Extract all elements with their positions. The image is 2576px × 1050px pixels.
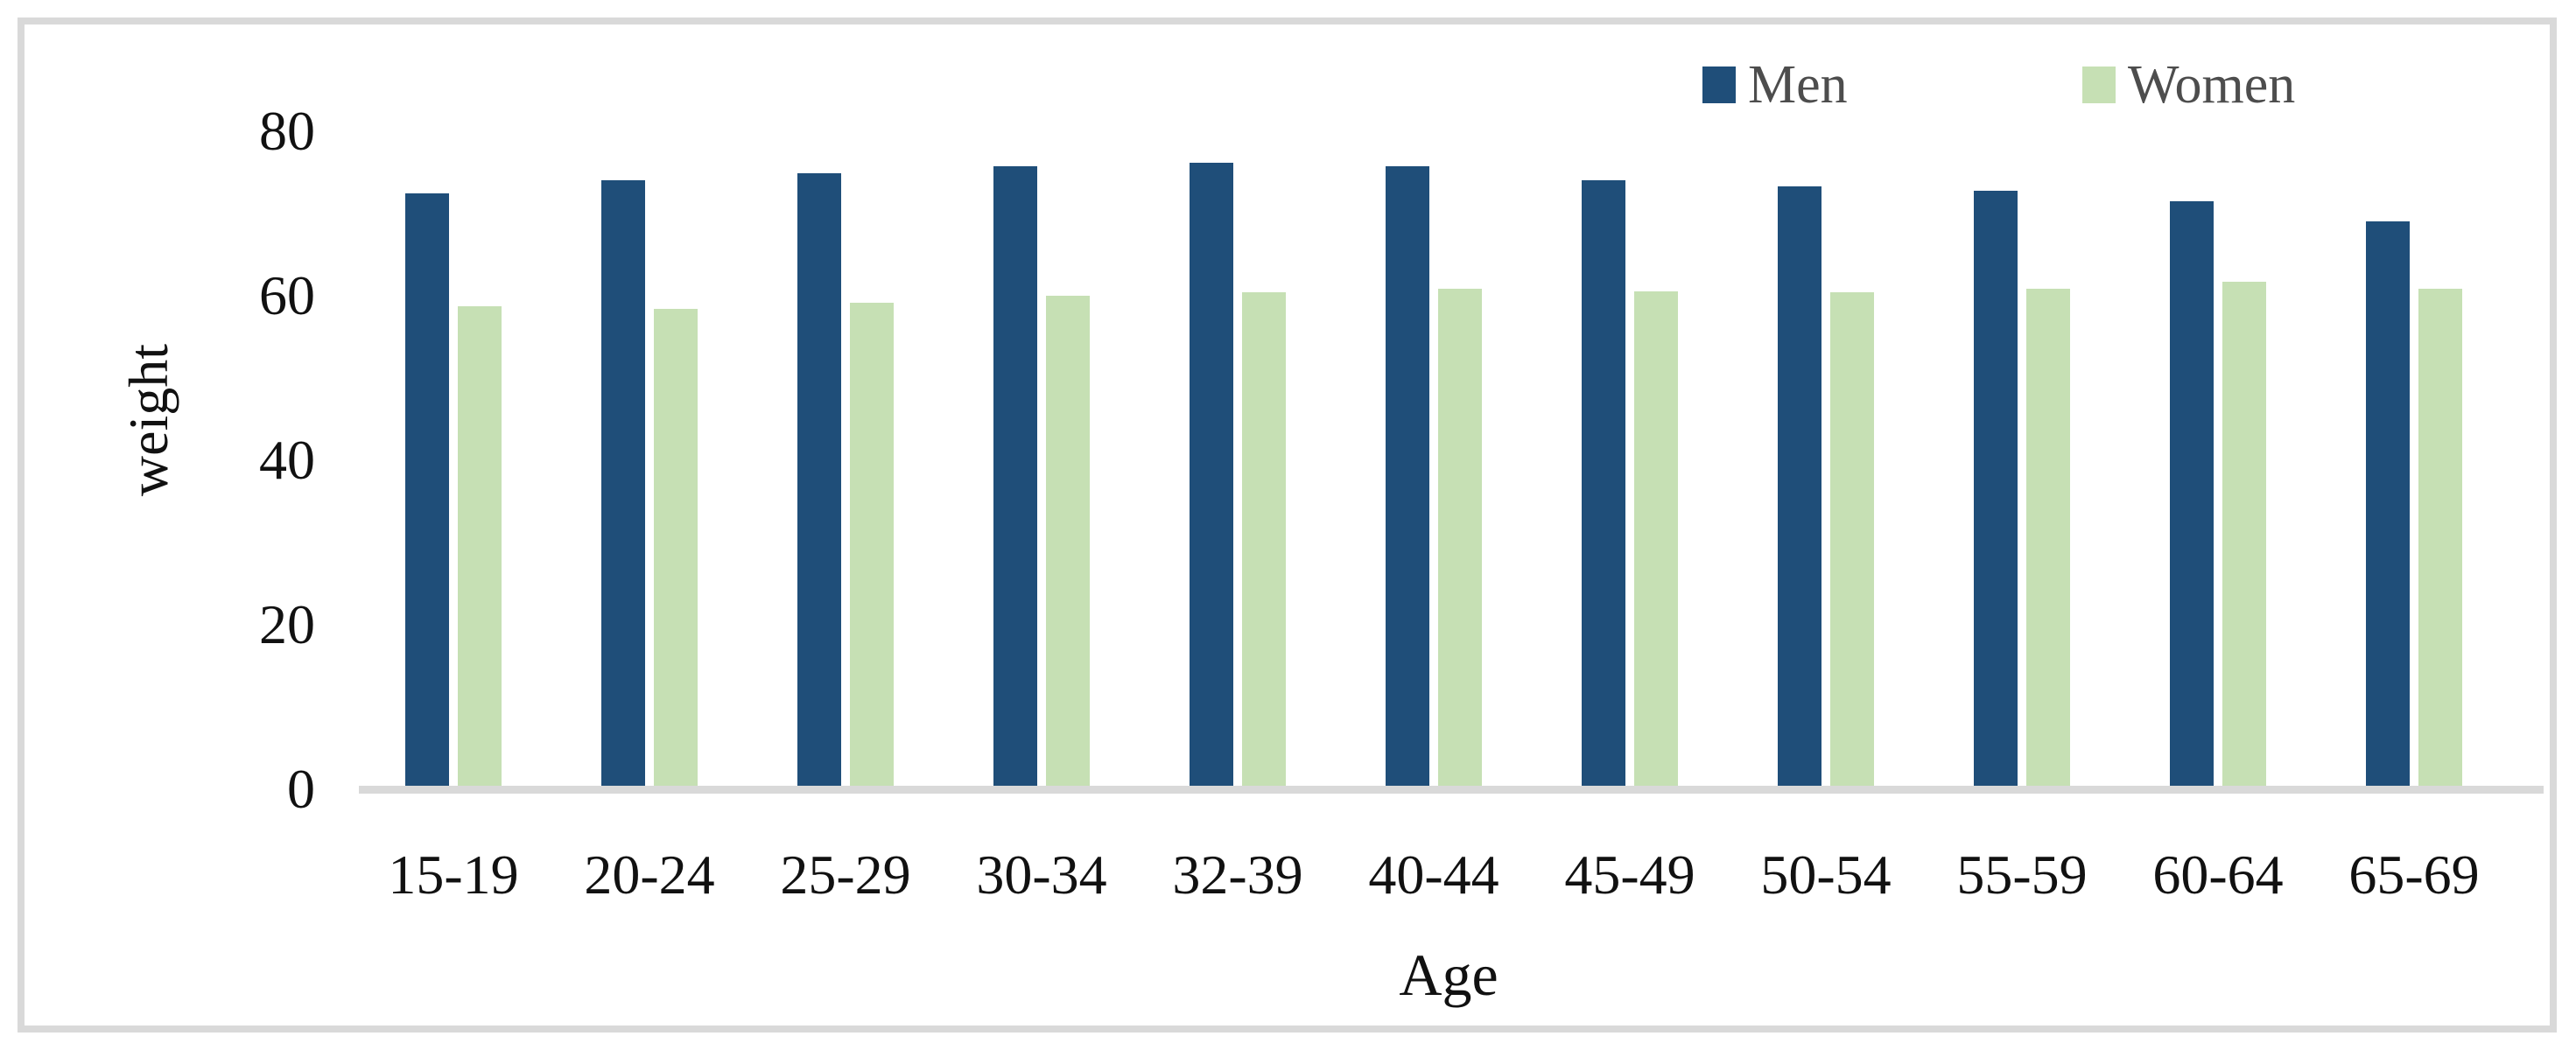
x-tick-label: 20-24: [584, 844, 715, 906]
x-tick-label: 60-64: [2152, 844, 2284, 906]
y-tick-label: 20: [259, 593, 315, 655]
bar-women-45-49: [1634, 291, 1678, 789]
bar-men-30-34: [993, 166, 1037, 789]
legend-item-women: Women: [2082, 58, 2295, 112]
bar-women-40-44: [1438, 288, 1482, 789]
bar-women-65-69: [2418, 288, 2462, 789]
x-tick-label: 55-59: [1956, 844, 2088, 906]
bar-men-15-19: [405, 193, 449, 789]
x-tick-label: 45-49: [1564, 844, 1695, 906]
x-axis-line: [359, 786, 2544, 794]
y-tick-label: 80: [259, 100, 315, 162]
bar-women-15-19: [458, 306, 502, 789]
bar-women-32-39: [1242, 292, 1286, 789]
legend-swatch-men-icon: [1702, 66, 1736, 103]
bar-men-55-59: [1974, 190, 2018, 789]
y-tick-label: 0: [287, 758, 315, 820]
x-tick-label: 32-39: [1172, 844, 1303, 906]
y-tick-label: 40: [259, 429, 315, 491]
x-tick-label: 25-29: [780, 844, 911, 906]
bar-women-60-64: [2222, 282, 2266, 789]
bar-women-30-34: [1046, 296, 1090, 789]
bar-men-32-39: [1190, 162, 1233, 789]
bar-men-40-44: [1386, 166, 1429, 789]
y-tick-label: 60: [259, 264, 315, 326]
x-tick-label: 30-34: [976, 844, 1107, 906]
bar-men-25-29: [797, 172, 841, 789]
bar-men-65-69: [2366, 221, 2410, 789]
x-axis-title: Age: [1399, 942, 1499, 1008]
x-tick-label: 65-69: [2348, 844, 2480, 906]
legend-item-men: Men: [1702, 58, 1848, 112]
bar-men-45-49: [1582, 180, 1625, 789]
bar-men-50-54: [1778, 186, 1821, 789]
legend-label-men: Men: [1748, 55, 1848, 115]
bar-women-20-24: [654, 309, 698, 789]
x-tick-label: 15-19: [388, 844, 519, 906]
legend-swatch-women-icon: [2082, 66, 2116, 103]
x-tick-label: 50-54: [1760, 844, 1892, 906]
bar-women-25-29: [850, 302, 894, 789]
bar-men-20-24: [601, 180, 645, 789]
legend-label-women: Women: [2128, 55, 2296, 115]
bar-women-50-54: [1830, 292, 1874, 789]
bar-men-60-64: [2170, 200, 2214, 789]
bar-women-55-59: [2026, 288, 2070, 789]
x-tick-label: 40-44: [1368, 844, 1499, 906]
